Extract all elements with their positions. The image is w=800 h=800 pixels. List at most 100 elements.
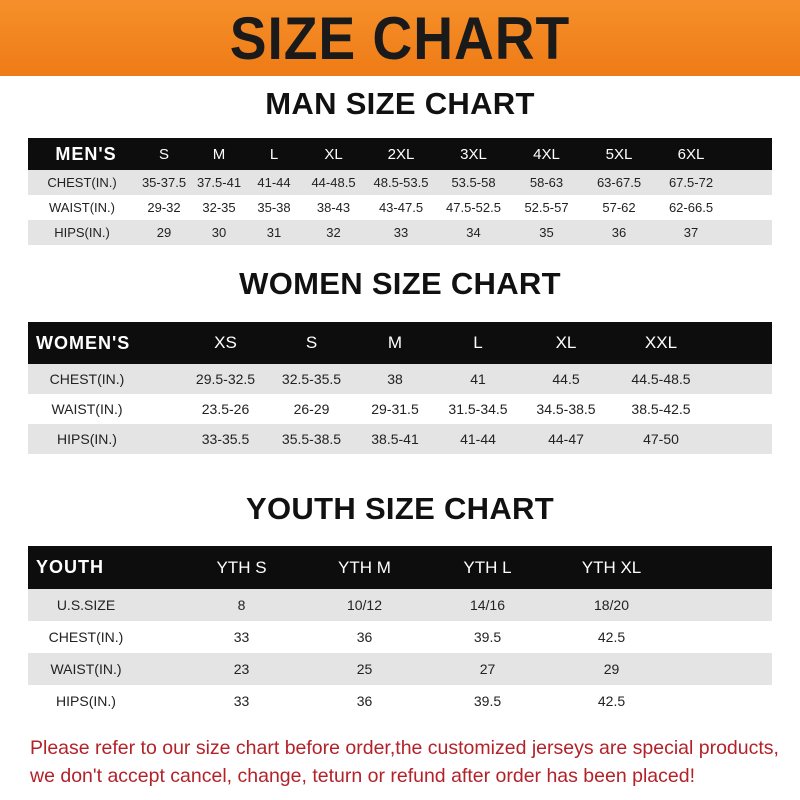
youth-size-table: YOUTH YTH S YTH M YTH L YTH XL U.S.SIZE 8 10/12… [28,546,772,717]
table-cell: 36 [356,693,373,709]
table-cell: 27 [479,661,496,677]
table-cell: 33 [393,225,409,240]
table-cell: 41-44 [257,175,291,190]
table-cell: 30 [211,225,227,240]
table-cell: 29.5-32.5 [195,371,256,387]
table-cell: 39.5 [473,693,502,709]
table-cell: 26-29 [293,401,330,417]
size-header-cell: YTH S [216,557,267,577]
table-cell: 23 [233,661,250,677]
table-cell: 8 [237,597,246,613]
men-section-title: MAN SIZE CHART [265,86,535,121]
table-cell: 29 [156,225,172,240]
table-cell: 32.5-35.5 [281,371,342,387]
size-header-cell: L [269,145,279,163]
table-cell: 31.5-34.5 [448,401,508,417]
size-header-cell: 5XL [605,145,633,163]
table-row: HIPS(IN.) 33-35.5 35.5-38.5 38.5-41 41-44 44-… [28,424,772,454]
table-cell: 37 [683,225,699,240]
table-cell: 63-67.5 [596,175,642,190]
table-header-row: MEN'S S M L XL 2XL 3XL 4XL 5XL 6XL [28,138,772,170]
size-header-cell: 3XL [460,145,487,163]
table-title-cell: WOMEN'S [36,332,131,353]
table-row: U.S.SIZE 8 10/12 14/16 18/20 [28,589,772,621]
table-title-cell: YOUTH [36,557,104,577]
table-cell: 35 [539,225,554,240]
table-cell: 23.5-26 [201,401,250,417]
table-header-row: YOUTH YTH S YTH M YTH L YTH XL [28,546,772,589]
row-label: CHEST(IN.) [47,175,117,190]
table-cell: 57-62 [602,200,636,215]
table-cell: 29-31.5 [371,401,419,417]
table-cell: 36 [611,225,627,240]
row-label: WAIST(IN.) [50,661,122,677]
table-cell: 32-35 [202,200,236,215]
size-header-cell: 2XL [387,145,415,163]
size-header-cell: S [305,333,318,352]
notice-line-1: Please refer to our size chart before or… [30,737,779,759]
table-cell: 39.5 [473,629,502,645]
table-cell: 18/20 [593,597,630,613]
men-size-table: MEN'S S M L XL 2XL 3XL 4XL 5XL 6XL CHEST(IN.) 35-37… [28,138,772,245]
women-section-title: WOMEN SIZE CHART [239,266,561,301]
banner-title: SIZE CHART [229,4,571,72]
size-header-cell: XL [555,333,577,352]
table-cell: 43-47.5 [378,200,424,215]
row-label: HIPS(IN.) [56,693,116,709]
table-cell: 38 [387,371,403,387]
table-cell: 47.5-52.5 [446,200,501,215]
order-notice: Please refer to our size chart before or… [30,734,790,790]
table-row: WAIST(IN.) 23 25 27 29 [28,653,772,685]
table-title-cell: MEN'S [55,143,117,164]
table-cell: 62-66.5 [668,200,714,215]
row-label: WAIST(IN.) [51,401,123,417]
table-cell: 38-43 [316,200,351,215]
table-row: HIPS(IN.) 33 36 39.5 42.5 [28,685,772,717]
table-cell: 36 [356,629,373,645]
table-cell: 34.5-38.5 [536,401,596,417]
table-cell: 44.5 [552,371,580,387]
table-cell: 48.5-53.5 [373,175,429,190]
table-row: WAIST(IN.) 23.5-26 26-29 29-31.5 31.5-34.5 34… [28,394,772,424]
table-header-row: WOMEN'S XS S M L XL XXL [28,322,772,364]
table-cell: 44-47 [548,431,584,447]
size-header-cell: YTH L [463,557,512,577]
table-cell: 42.5 [597,693,626,709]
table-cell: 31 [266,225,282,240]
table-cell: 44.5-48.5 [631,371,691,387]
size-header-cell: XS [214,333,237,352]
table-cell: 10/12 [346,597,383,613]
table-cell: 52.5-57 [524,200,569,215]
table-cell: 37.5-41 [196,175,242,190]
table-row: CHEST(IN.) 35-37.5 37.5-41 41-44 44-48.5 48.5… [28,170,772,195]
row-label: CHEST(IN.) [48,629,124,645]
table-cell: 53.5-58 [451,175,496,190]
table-cell: 32 [326,225,341,240]
table-cell: 44-48.5 [311,175,356,190]
size-header-cell: YTH M [338,557,391,577]
size-header-cell: 6XL [677,145,705,163]
table-row: HIPS(IN.) 29 30 31 32 33 34 35 36 37 [28,220,772,245]
table-cell: 33 [233,629,250,645]
table-cell: 38.5-41 [371,431,419,447]
table-cell: 58-63 [529,175,564,190]
table-cell: 35-37.5 [141,175,187,190]
table-cell: 25 [356,661,373,677]
size-header-cell: M [212,145,226,163]
table-cell: 67.5-72 [668,175,714,190]
row-label: HIPS(IN.) [54,225,110,240]
table-cell: 29 [603,661,620,677]
row-label: HIPS(IN.) [57,431,117,447]
women-size-table: WOMEN'S XS S M L XL XXL CHEST(IN.) 29.5-32.5 32.5… [28,322,772,454]
size-header-cell: M [387,333,403,352]
table-cell: 34 [466,225,481,240]
table-cell: 35-38 [257,200,291,215]
size-header-cell: XL [324,145,343,163]
table-cell: 14/16 [469,597,506,613]
table-cell: 42.5 [597,629,626,645]
table-cell: 35.5-38.5 [281,431,342,447]
table-cell: 33 [233,693,250,709]
table-cell: 33-35.5 [201,431,250,447]
size-header-cell: XXL [644,333,678,352]
size-chart-banner: SIZE CHART [0,0,800,76]
